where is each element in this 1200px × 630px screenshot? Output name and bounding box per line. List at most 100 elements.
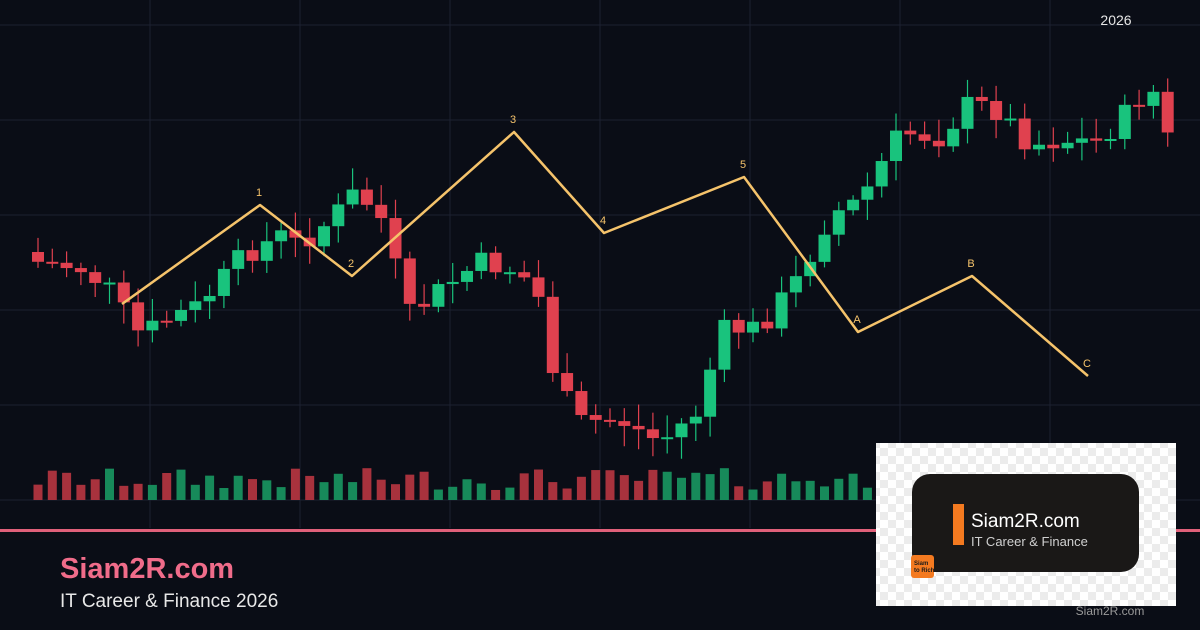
candle-body xyxy=(918,134,931,141)
candle-body xyxy=(160,320,173,323)
volume-bar xyxy=(33,484,43,500)
candle-body xyxy=(403,258,416,304)
candle-body xyxy=(718,319,731,370)
candle-body xyxy=(904,130,917,135)
candle-body xyxy=(575,391,588,416)
volume-bar xyxy=(248,479,257,500)
candle-body xyxy=(432,284,445,307)
logo-card: Siam2R.com IT Career & Finance Siam to R… xyxy=(876,443,1176,606)
candle-body xyxy=(246,250,259,261)
volume-bar xyxy=(548,482,558,500)
wave-label: 4 xyxy=(600,215,606,227)
volume-bar xyxy=(433,489,443,500)
candle-body xyxy=(1018,118,1031,150)
candle-body xyxy=(446,281,459,285)
candle-body xyxy=(990,101,1003,120)
candle-body xyxy=(832,210,845,235)
candle-body xyxy=(1090,138,1103,141)
candle-body xyxy=(546,296,559,374)
candle-body xyxy=(360,189,373,205)
candle-body xyxy=(332,204,345,227)
candle-body xyxy=(232,250,245,269)
volume-bar xyxy=(176,469,186,500)
volume-bar xyxy=(591,470,601,500)
wave-line xyxy=(121,130,1089,377)
grid xyxy=(0,0,1200,528)
volume-bar xyxy=(448,486,458,500)
volume-bar xyxy=(719,468,729,500)
candle-body xyxy=(1118,104,1131,139)
logo-accent xyxy=(953,504,964,545)
candle-body xyxy=(761,321,774,329)
candle-body xyxy=(932,140,945,147)
volume-bar xyxy=(276,487,286,500)
volume-bar xyxy=(648,469,658,500)
candle-body xyxy=(1033,144,1045,150)
candles xyxy=(32,78,1174,459)
divider xyxy=(0,529,1200,532)
volume-bar xyxy=(476,483,486,500)
wave-labels: 1 2 3 4 5 A B C xyxy=(256,114,1091,370)
candle-body xyxy=(74,268,87,273)
candle-body xyxy=(604,419,616,422)
volume-bar xyxy=(376,479,386,500)
wave-label: B xyxy=(967,258,974,270)
volume-bar xyxy=(862,487,872,500)
volume-bar xyxy=(305,475,315,500)
volume-bar xyxy=(505,487,515,500)
candle-body xyxy=(60,262,73,269)
candle-body xyxy=(461,270,473,282)
candle-body xyxy=(1004,118,1017,121)
year-label: 2026 xyxy=(1100,12,1131,28)
candle-body xyxy=(775,292,788,329)
volume-bar xyxy=(519,473,529,500)
volume-bar xyxy=(190,484,200,500)
volume-bar xyxy=(705,474,715,500)
logo-panel xyxy=(912,474,1139,572)
logo-name: Siam2R.com xyxy=(971,511,1080,532)
candle-body xyxy=(704,369,717,417)
candle-body xyxy=(961,96,974,129)
candle-body xyxy=(561,373,574,392)
candle-body xyxy=(1047,144,1060,149)
volume-bar xyxy=(319,482,329,500)
candle-body xyxy=(289,230,302,238)
candle-body xyxy=(275,230,288,242)
candle-body xyxy=(203,295,216,302)
candle-body xyxy=(1104,138,1117,141)
candle-body xyxy=(847,199,860,211)
candle-body xyxy=(418,303,431,307)
candle-body xyxy=(103,282,116,285)
wave-label: 3 xyxy=(510,114,516,126)
candle-body xyxy=(32,252,44,262)
volume-bar xyxy=(233,475,243,500)
candle-body xyxy=(189,301,202,310)
volume-bar xyxy=(219,488,229,500)
volume-bar xyxy=(605,470,615,500)
candle-body xyxy=(875,161,888,187)
candle-body xyxy=(947,128,960,147)
candle-body xyxy=(675,423,688,438)
volume-bar xyxy=(748,489,758,500)
volume-bar xyxy=(834,478,844,500)
volume-bar xyxy=(362,468,372,500)
volume-bar xyxy=(333,473,343,500)
volume-bar xyxy=(205,475,215,500)
logo-tagline: IT Career & Finance xyxy=(971,534,1088,549)
candle-body xyxy=(747,321,759,333)
volume-bar xyxy=(90,479,100,500)
candle-body xyxy=(1161,91,1174,133)
candle-body xyxy=(475,252,488,271)
volume-bar xyxy=(791,481,801,500)
candle-body xyxy=(861,186,874,200)
volume-bar xyxy=(777,473,787,500)
volume-bar xyxy=(405,474,415,500)
candle-body xyxy=(489,252,502,273)
volume-bar xyxy=(391,484,400,500)
watermark: Siam2R.com xyxy=(1076,604,1145,618)
volume-bar xyxy=(419,471,429,500)
wave-label: 5 xyxy=(740,159,746,171)
volume-bar xyxy=(691,472,701,500)
candle-body xyxy=(975,96,988,102)
candle-body xyxy=(132,302,145,331)
